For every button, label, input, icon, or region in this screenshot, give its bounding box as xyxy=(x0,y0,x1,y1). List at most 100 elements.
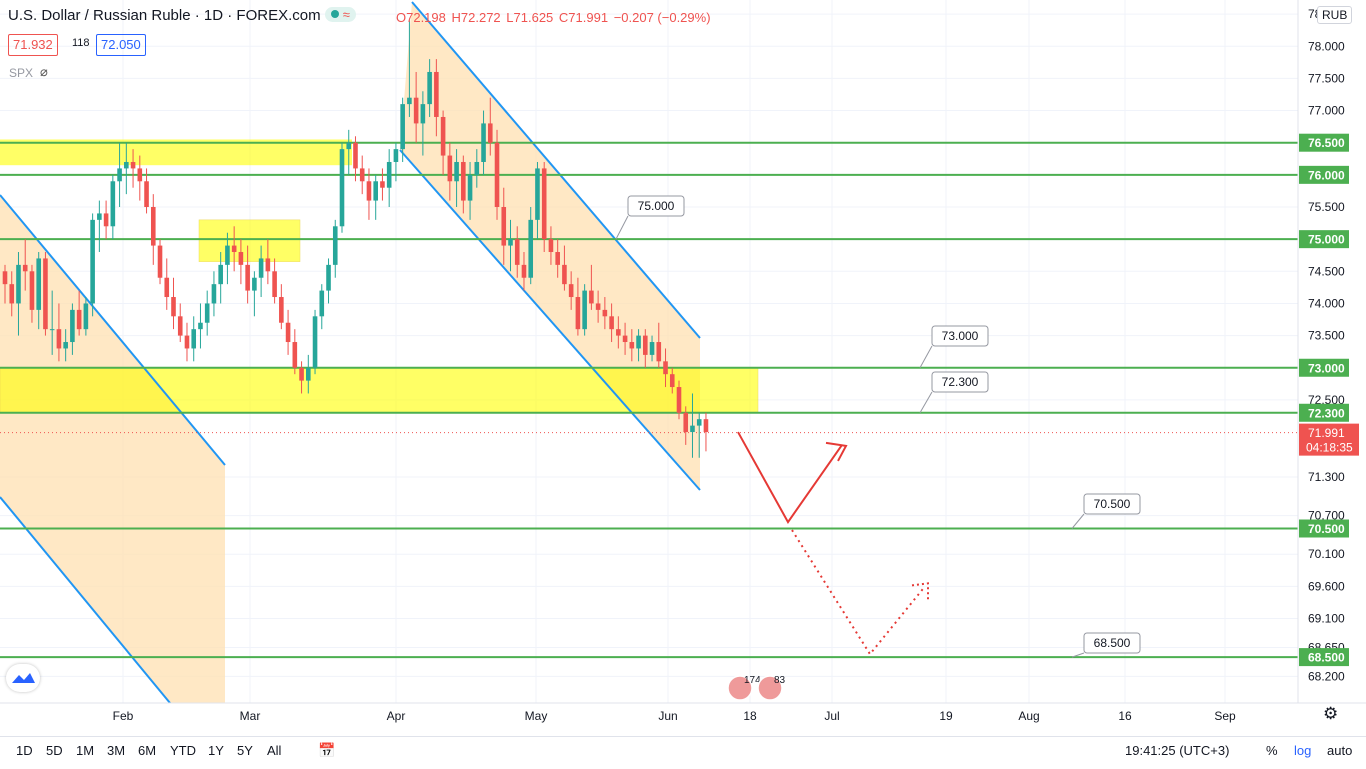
callout-text: 73.000 xyxy=(942,329,979,343)
candle-down xyxy=(285,322,291,343)
price-tick-label: 70.100 xyxy=(1308,547,1345,561)
timeframe-1y[interactable]: 1Y xyxy=(208,743,224,758)
candle-down xyxy=(137,168,143,182)
resistance-zone xyxy=(0,139,352,166)
candle-down xyxy=(76,309,82,330)
time-tick-label: Jul xyxy=(824,709,839,723)
timeframe-5d[interactable]: 5D xyxy=(46,743,63,758)
buy-price-button[interactable]: 72.050 xyxy=(96,34,146,56)
market-status-pill[interactable]: ≈ xyxy=(324,7,356,22)
plot-area: 75.000 73.000 72.300 70.500 68.500 174 83 xyxy=(0,0,1298,703)
candle-down xyxy=(703,419,709,433)
candle-up xyxy=(225,245,230,265)
high-value: H72.272 xyxy=(451,10,501,25)
candle-down xyxy=(150,207,156,246)
candle-down xyxy=(461,161,466,201)
candle-up xyxy=(339,149,345,227)
main-channel-upper-line xyxy=(411,1,701,339)
candle-down xyxy=(676,387,682,413)
candle-down xyxy=(279,297,284,323)
candle-up xyxy=(218,264,223,285)
main-channel-lower-line xyxy=(399,149,701,491)
candle-down xyxy=(272,271,277,298)
level-badge xyxy=(1299,165,1349,184)
callout-leader xyxy=(1071,652,1085,658)
bottom-toolbar: 1D 5D 1M 3M 6M YTD 1Y 5Y All 📅 19:41:25 … xyxy=(0,736,1366,769)
candle-down xyxy=(589,290,594,304)
timeframe-3m[interactable]: 3M xyxy=(107,743,126,758)
candle-up xyxy=(528,219,534,278)
candle-up xyxy=(83,303,89,330)
price-chart[interactable]: 75.000 73.000 72.300 70.500 68.500 174 83 68.20… xyxy=(0,0,1366,736)
callout-68.500: 68.500 xyxy=(1071,632,1141,658)
candle-down xyxy=(548,239,554,253)
left-channel-fill xyxy=(0,195,225,703)
candle-down xyxy=(29,271,35,310)
time-tick-label: 18 xyxy=(743,709,757,723)
market-open-dot-icon xyxy=(330,10,339,18)
level-badge xyxy=(1299,519,1349,538)
timeframe-1m[interactable]: 1M xyxy=(76,743,95,758)
candle-down xyxy=(171,297,176,317)
auto-toggle[interactable]: auto xyxy=(1327,743,1353,758)
level-badge xyxy=(1299,648,1349,667)
percent-toggle[interactable]: % xyxy=(1266,743,1278,758)
tradingview-logo-icon[interactable] xyxy=(6,664,40,692)
bar-countdown-label: 04:18:35 xyxy=(1306,441,1353,455)
candle-up xyxy=(400,104,405,150)
level-badge-label: 70.500 xyxy=(1308,522,1345,536)
candle-down xyxy=(555,252,560,265)
candle-up xyxy=(312,316,318,368)
callout-leader xyxy=(615,215,629,240)
ohlc-readout: O72.198 H72.272 L71.625 C71.991 −0.207 (… xyxy=(396,10,713,25)
candle-up xyxy=(346,142,352,150)
timeframe-all[interactable]: All xyxy=(267,743,282,758)
price-tick-label: 69.100 xyxy=(1308,612,1345,626)
timeframe-6m[interactable]: 6M xyxy=(138,743,157,758)
candle-down xyxy=(359,168,365,182)
time-tick-label: Sep xyxy=(1214,709,1236,723)
candle-up xyxy=(636,335,641,349)
last-price-badge xyxy=(1299,423,1359,456)
spread-value: 118 xyxy=(72,37,90,49)
price-tick-label: 72.500 xyxy=(1308,393,1345,407)
gear-icon[interactable]: ⚙ xyxy=(1323,704,1339,723)
candle-down xyxy=(568,284,574,298)
candle-down xyxy=(2,271,8,285)
clock-readout[interactable]: 19:41:25 (UTC+3) xyxy=(1125,743,1230,758)
candle-down xyxy=(22,264,28,272)
candle-down xyxy=(353,142,358,169)
timeframe-ytd[interactable]: YTD xyxy=(170,743,196,758)
candle-down xyxy=(184,335,190,349)
candle-up xyxy=(16,264,21,304)
callout-box xyxy=(627,195,685,217)
sell-price-button[interactable]: 71.932 xyxy=(8,34,58,56)
price-tick-label: 78.000 xyxy=(1308,39,1345,53)
candle-down xyxy=(609,316,614,330)
currency-button[interactable]: RUB xyxy=(1317,6,1353,24)
time-tick-label: 19 xyxy=(939,709,953,723)
candle-down xyxy=(575,297,581,330)
price-tick-label: 68.200 xyxy=(1308,669,1345,683)
candle-up xyxy=(508,239,513,246)
timeframe-5y[interactable]: 5Y xyxy=(237,743,253,758)
level-badge xyxy=(1299,230,1349,249)
projection-solid-path xyxy=(737,431,843,524)
candle-down xyxy=(231,245,237,253)
candle-down xyxy=(622,335,628,343)
time-tick-label: Jun xyxy=(658,709,677,723)
candle-up xyxy=(649,342,655,355)
candle-up xyxy=(386,161,392,188)
candle-down xyxy=(447,155,453,182)
hide-eye-icon[interactable]: ⌀ xyxy=(40,64,48,79)
level-badge-label: 72.300 xyxy=(1308,406,1345,420)
candle-down xyxy=(616,329,621,336)
price-tick-label: 74.000 xyxy=(1308,296,1345,310)
candle-up xyxy=(204,303,210,323)
timeframe-1d[interactable]: 1D xyxy=(16,743,33,758)
log-toggle[interactable]: log xyxy=(1294,743,1312,758)
last-price-label: 71.991 xyxy=(1308,426,1345,440)
calendar-range-icon[interactable]: 📅 xyxy=(318,742,336,758)
candle-up xyxy=(690,425,695,433)
callout-75.000: 75.000 xyxy=(615,195,685,240)
